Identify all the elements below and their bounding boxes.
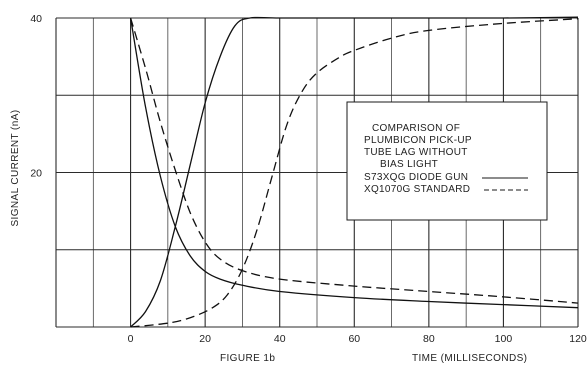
x-tick-label: 120 xyxy=(569,333,587,345)
x-tick-label: 20 xyxy=(199,333,211,345)
legend-box xyxy=(346,101,548,221)
legend-title-line-3: TUBE LAG WITHOUT xyxy=(364,147,468,158)
x-tick-label: 0 xyxy=(128,333,134,345)
legend-entry-diode-gun: S73XQG DIODE GUN xyxy=(364,172,468,183)
x-tick-label: 60 xyxy=(348,333,360,345)
x-axis-label: TIME (MILLISECONDS) xyxy=(412,353,527,364)
x-tick-label: 40 xyxy=(274,333,286,345)
legend-entry-standard: XQ1070G STANDARD xyxy=(364,184,470,195)
y-axis-label: SIGNAL CURRENT (nA) xyxy=(10,109,21,226)
legend: COMPARISON OF PLUMBICON PICK-UP TUBE LAG… xyxy=(346,101,548,221)
x-tick-label: 100 xyxy=(495,333,513,345)
legend-title-line-2: PLUMBICON PICK-UP xyxy=(364,135,472,146)
y-tick-label: 40 xyxy=(30,13,42,25)
figure-caption: FIGURE 1b xyxy=(220,353,275,364)
legend-title-line-4: BIAS LIGHT xyxy=(380,159,438,170)
series-line-diode-gun-rise xyxy=(130,16,579,328)
x-tick-label: 80 xyxy=(423,333,435,345)
y-tick-label: 20 xyxy=(30,168,42,180)
series-line-diode-gun-decay xyxy=(129,17,579,309)
legend-title-line-1: COMPARISON OF xyxy=(372,123,460,134)
curves xyxy=(129,16,579,328)
series-line-standard-rise xyxy=(130,18,579,328)
x-tick-labels: 0 20 40 60 80 100 120 xyxy=(128,333,587,345)
